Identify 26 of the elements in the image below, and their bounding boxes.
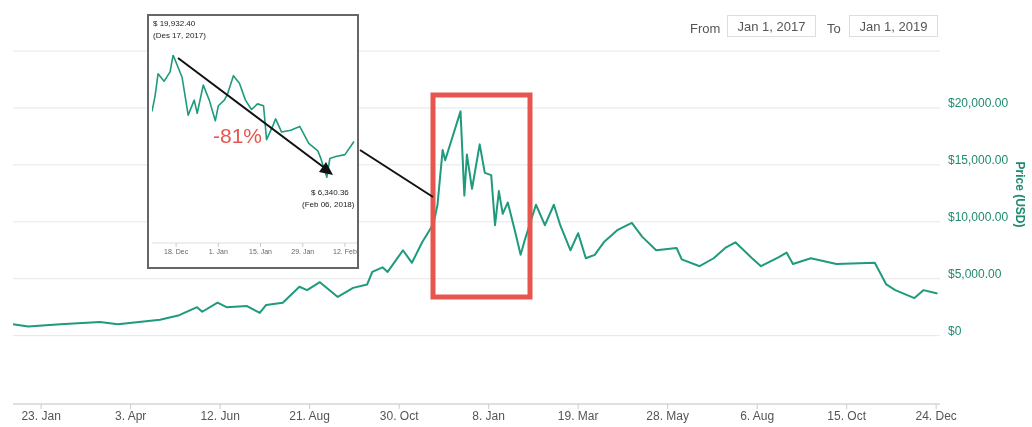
x-tick-label: 3. Apr <box>114 408 147 423</box>
date-field: Jan 1, 2019 <box>849 15 938 37</box>
x-tick-label: 8. Jan <box>472 408 505 423</box>
text: From <box>690 21 721 36</box>
y-axis-title: Price (USD) <box>1012 161 1027 228</box>
y-tick-label: $5,000.00 <box>948 267 1002 281</box>
x-tick-label: 6. Aug <box>740 408 775 423</box>
annotation: -81% <box>213 124 263 148</box>
text: (Des 17, 2017) <box>153 31 206 40</box>
x-tick-label: 28. May <box>646 408 689 423</box>
x-tick-label: 23. Jan <box>21 408 61 423</box>
x-tick-label: 19. Mar <box>557 408 599 423</box>
x-tick-label: 30. Oct <box>379 408 420 423</box>
x-tick-label: 21. Aug <box>289 408 330 423</box>
x-tick-label: 15. Oct <box>827 408 867 423</box>
x-tick-label: 12. Jun <box>200 408 240 423</box>
date-field: Jan 1, 2017 <box>727 15 816 37</box>
x-tick-label: 24. Dec <box>915 408 957 423</box>
y-tick-label: $0 <box>948 323 962 338</box>
annotation: $ 6,340.36 <box>311 188 349 197</box>
text: $ 19,932.40 <box>153 19 196 28</box>
text: To <box>827 21 841 36</box>
y-tick-label: $20,000.00 <box>948 96 1009 111</box>
y-tick-label: $15,000.00 <box>948 153 1009 168</box>
annotation: (Feb 06, 2018) <box>302 200 355 209</box>
y-tick-label: $10,000.00 <box>948 210 1009 225</box>
